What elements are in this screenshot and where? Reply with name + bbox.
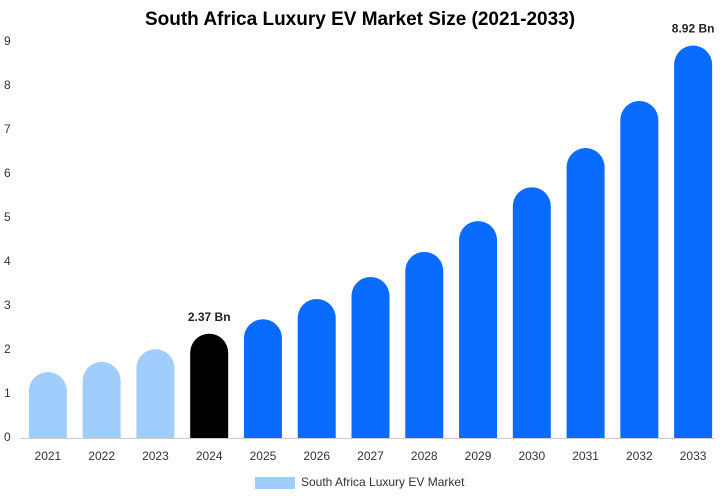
bar xyxy=(82,361,121,438)
x-tick-label: 2025 xyxy=(250,449,277,463)
legend-swatch xyxy=(255,477,295,489)
y-tick-label: 8 xyxy=(4,78,11,92)
bar xyxy=(620,100,659,439)
x-tick-label: 2024 xyxy=(196,449,223,463)
x-tick-label: 2031 xyxy=(572,449,599,463)
bar xyxy=(190,333,229,438)
x-tick-label: 2026 xyxy=(303,449,330,463)
bar xyxy=(28,372,67,438)
value-label: 2.37 Bn xyxy=(188,310,231,324)
x-tick-label: 2023 xyxy=(142,449,169,463)
x-tick-label: 2032 xyxy=(626,449,653,463)
bar xyxy=(674,45,713,439)
y-tick-label: 7 xyxy=(4,122,11,136)
y-tick-label: 3 xyxy=(4,298,11,312)
y-tick-label: 2 xyxy=(4,342,11,356)
value-label: 8.92 Bn xyxy=(672,22,715,36)
bar xyxy=(459,221,498,438)
bar xyxy=(136,349,175,438)
y-tick-label: 6 xyxy=(4,166,11,180)
x-tick-label: 2022 xyxy=(88,449,115,463)
x-tick-label: 2030 xyxy=(518,449,545,463)
y-tick-label: 1 xyxy=(4,386,11,400)
bar xyxy=(243,319,282,438)
x-tick-label: 2028 xyxy=(411,449,438,463)
bar xyxy=(297,298,336,438)
legend-label: South Africa Luxury EV Market xyxy=(301,475,465,489)
chart-title: South Africa Luxury EV Market Size (2021… xyxy=(145,9,575,30)
y-tick-label: 4 xyxy=(4,254,11,268)
x-tick-label: 2029 xyxy=(465,449,492,463)
y-tick-label: 5 xyxy=(4,210,11,224)
x-tick-label: 2027 xyxy=(357,449,384,463)
x-tick-label: 2033 xyxy=(680,449,707,463)
y-tick-label: 0 xyxy=(4,430,11,444)
bar xyxy=(405,251,444,438)
bar xyxy=(351,276,390,438)
x-tick-label: 2021 xyxy=(35,449,62,463)
bar xyxy=(566,148,605,439)
y-tick-label: 9 xyxy=(4,34,11,48)
bar xyxy=(512,187,551,438)
